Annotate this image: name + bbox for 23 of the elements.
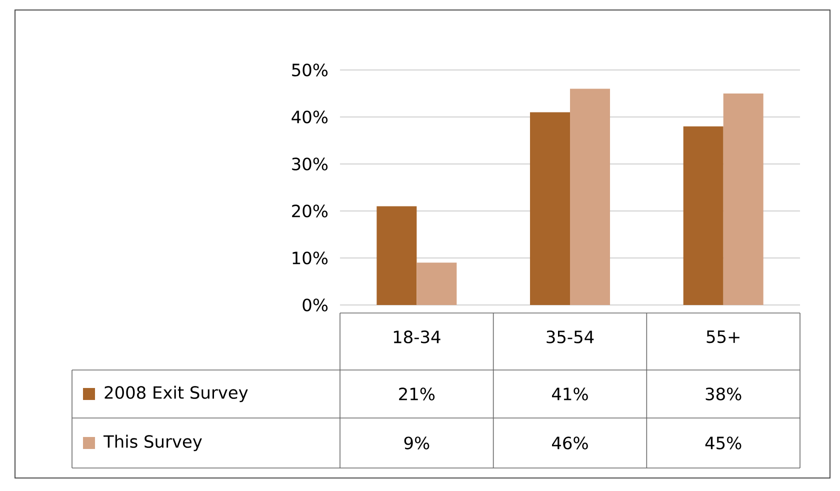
x-tick-label: 55+ [706, 330, 740, 344]
y-tick-label: 50% [292, 64, 328, 76]
bar [530, 112, 570, 305]
x-tick-label: 35-54 [546, 330, 594, 344]
bar [723, 93, 764, 305]
data-label: 45% [705, 436, 742, 450]
y-tick-label: 10% [292, 252, 328, 264]
data-label: 21% [399, 388, 435, 400]
y-tick-label: 40% [292, 110, 328, 124]
y-tick-label: 0% [302, 298, 328, 312]
bar [683, 126, 724, 305]
bar [416, 262, 457, 305]
legend-label: This Survey [103, 434, 202, 452]
legend-label: 2008 Exit Survey [104, 386, 248, 402]
data-label: 9% [404, 436, 430, 450]
y-tick-label: 20% [292, 204, 328, 218]
bar [570, 88, 610, 305]
data-label: 38% [706, 388, 742, 400]
data-label: 41% [552, 388, 588, 400]
y-tick-label: 30% [292, 158, 328, 170]
bar [376, 206, 417, 305]
x-tick-label: 18-34 [394, 330, 440, 344]
data-label: 46% [552, 436, 588, 450]
